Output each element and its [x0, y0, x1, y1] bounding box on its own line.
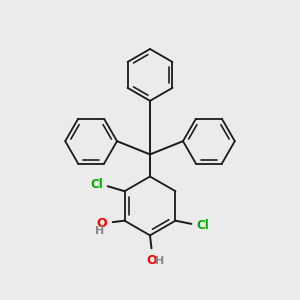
- Text: H: H: [155, 256, 164, 266]
- Text: O: O: [146, 254, 157, 267]
- Text: H: H: [95, 226, 104, 236]
- Text: O: O: [97, 217, 107, 230]
- Text: Cl: Cl: [91, 178, 103, 191]
- Text: Cl: Cl: [197, 219, 209, 232]
